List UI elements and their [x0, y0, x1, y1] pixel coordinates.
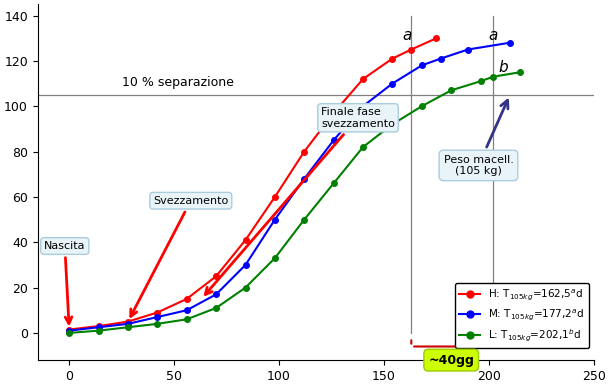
Text: b: b	[499, 60, 509, 75]
Text: 10 % separazione: 10 % separazione	[122, 76, 234, 89]
Legend: H: T$_{105kg}$=162,5$^{a}$d, M: T$_{105kg}$=177,2$^{a}$d, L: T$_{105kg}$=202,1$^: H: T$_{105kg}$=162,5$^{a}$d, M: T$_{105k…	[455, 283, 589, 348]
Text: a: a	[403, 28, 412, 43]
Text: ~40gg: ~40gg	[428, 354, 474, 366]
Text: Peso macell.
(105 kg): Peso macell. (105 kg)	[443, 100, 514, 176]
Text: a: a	[489, 28, 498, 43]
Text: Finale fase
svezzamento: Finale fase svezzamento	[206, 107, 395, 295]
Text: Nascita: Nascita	[44, 241, 85, 324]
Text: Svezzamento: Svezzamento	[131, 196, 228, 316]
